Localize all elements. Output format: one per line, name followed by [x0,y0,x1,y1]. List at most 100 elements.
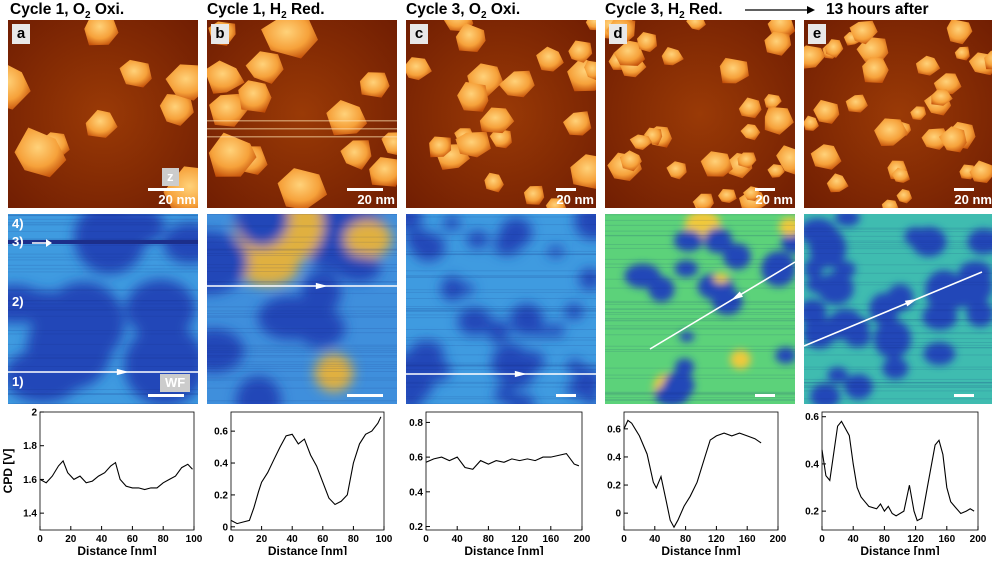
scan-line-artifact [207,248,397,250]
scan-line-artifact [406,254,596,255]
work-function-domain [343,219,392,259]
scan-line-artifact [804,347,992,349]
x-tick-label: 80 [158,534,170,545]
topography-grain [810,144,842,170]
topography-grain [369,157,397,187]
work-function-domain [761,250,795,287]
work-function-domain [835,214,860,227]
scan-line-artifact [8,315,198,317]
topography-grain [84,20,119,46]
scale-bar [954,188,974,191]
scale-bar [556,394,576,397]
topography-grain [340,140,372,170]
topography-grain [85,109,118,138]
topography-grain [849,20,878,45]
topography-grain [700,151,733,177]
topography-grain [692,193,714,208]
topography-grain [359,72,390,98]
scan-line-artifact [8,393,198,395]
work-function-domain [578,268,596,290]
scan-line-artifact [406,310,596,312]
scan-line-artifact [804,281,992,283]
scan-line-artifact [8,393,198,395]
scan-line-artifact [8,268,198,270]
scan-line-artifact [804,227,992,229]
work-function-domain [844,373,873,400]
topography-grain [457,81,489,112]
scan-line-artifact [804,342,992,343]
scan-line-artifact [207,310,397,312]
scan-line-artifact [605,394,795,396]
scan-line-artifact [207,281,397,283]
scan-line-artifact [605,214,795,216]
scan-line-artifact [804,387,992,388]
work-function-domain [487,320,510,343]
work-function-image-a: 4) 3) 2) 1) WF [8,214,198,404]
topography-grain [826,173,849,193]
scan-line-artifact [406,224,596,226]
scale-bar [148,394,184,397]
scan-line-artifact [804,264,992,266]
topography-grain [455,131,491,158]
plot-frame [425,411,583,531]
scan-line-artifact [804,344,992,346]
scan-line-artifact [804,248,992,250]
scan-line-artifact [406,365,596,366]
scan-line-artifact [8,354,198,356]
scan-line-artifact [8,303,198,305]
topography-grain [484,172,504,193]
topography-grain [719,57,749,84]
scan-line-artifact [605,308,795,310]
scan-line-artifact [406,386,596,388]
title-e: 13 hours after [826,1,929,18]
scan-line-artifact [605,258,795,260]
scan-line-artifact [406,216,596,218]
scale-bar-label: 20 nm [556,192,594,207]
topography-grain [585,20,596,31]
profile-line [649,261,795,350]
scan-line-artifact [207,241,397,243]
scan-line-artifact [8,366,198,367]
work-function-domain [809,229,847,268]
work-function-domain [235,376,282,404]
work-function-domain [723,243,751,270]
topography-image-c: c 20 nm [406,20,596,208]
profile-arrowhead [730,291,743,301]
scan-line-artifact [605,392,795,394]
dark-scan-band [8,240,198,244]
y-tick-label: 0.4 [214,459,228,470]
scan-line-artifact [804,242,992,243]
scan-line-artifact [207,315,397,317]
x-tick-label: 60 [317,534,329,545]
x-tick-label: 80 [879,534,891,545]
work-function-domain [923,342,956,366]
work-function-domain [778,217,795,237]
scan-line-artifact [8,309,198,311]
cpd-profile-line [623,419,762,529]
scan-line-artifact [406,309,596,311]
work-function-domain [301,270,342,315]
work-function-domain [911,227,947,257]
scan-line-artifact [406,310,596,312]
scale-bar [954,394,974,397]
topography-grain [891,167,910,183]
topography-grain [238,80,272,113]
plot-frame [39,411,195,531]
scan-line-artifact [406,354,596,356]
work-function-domain [547,246,565,258]
scan-line-artifact [406,276,596,278]
scan-line-artifact [207,253,397,254]
scan-line-artifact [605,349,795,350]
scan-line-artifact [804,320,992,322]
panel-letter: d [609,24,627,44]
scan-line-artifact [605,399,795,400]
scan-line-artifact [406,329,596,330]
scan-line-artifact [207,346,397,348]
x-tick-label: 40 [287,534,299,545]
y-tick-label: 0.4 [805,459,819,470]
topography-grain [686,20,706,31]
x-tick-label: 60 [127,534,139,545]
topography-grain [489,128,512,149]
scan-line-artifact [8,307,198,309]
work-function-image-c [406,214,596,404]
